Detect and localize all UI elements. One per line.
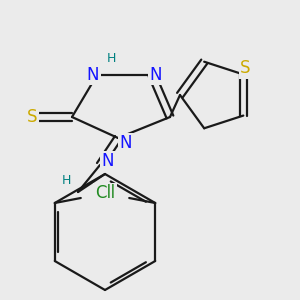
Text: H: H xyxy=(106,52,116,65)
Text: N: N xyxy=(102,152,114,170)
Text: H: H xyxy=(61,173,71,187)
Text: N: N xyxy=(87,66,99,84)
Text: S: S xyxy=(240,59,250,77)
Text: N: N xyxy=(150,66,162,84)
Text: S: S xyxy=(27,108,37,126)
Text: Cl: Cl xyxy=(95,184,111,202)
Text: N: N xyxy=(120,134,132,152)
Text: Cl: Cl xyxy=(99,184,115,202)
